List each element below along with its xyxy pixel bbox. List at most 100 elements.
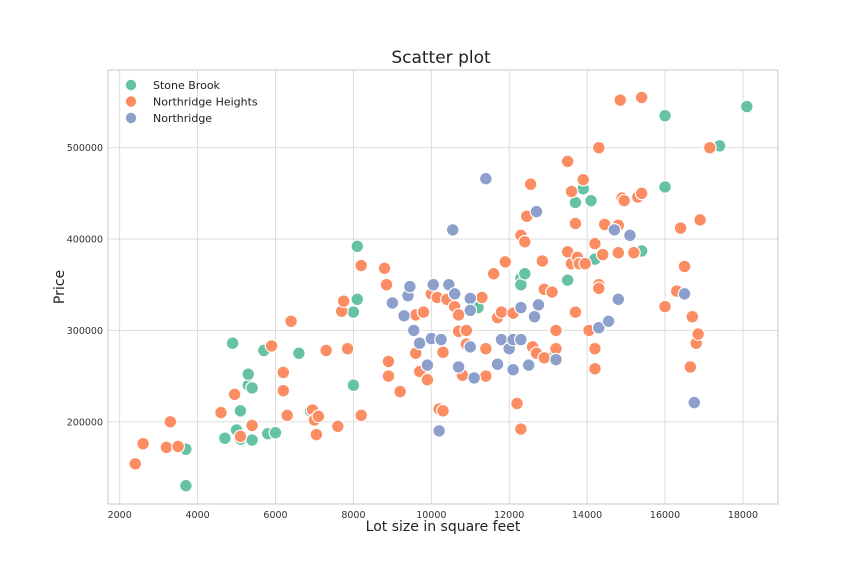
data-point xyxy=(685,309,700,324)
data-point xyxy=(432,424,447,438)
x-tick-label: 18000 xyxy=(728,510,758,521)
y-tick-label: 500000 xyxy=(67,143,103,154)
data-point xyxy=(658,108,672,123)
data-point xyxy=(527,309,542,324)
data-point xyxy=(136,436,150,451)
x-tick-label: 12000 xyxy=(494,510,524,521)
data-point xyxy=(214,405,228,420)
data-point xyxy=(350,292,365,307)
legend-marker xyxy=(125,96,137,107)
data-point xyxy=(535,254,550,268)
data-point xyxy=(739,99,754,114)
legend-item: Northridge Heights xyxy=(125,96,258,109)
legend-label: Stone Brook xyxy=(153,79,221,92)
data-point xyxy=(510,396,524,411)
data-point xyxy=(280,408,295,423)
data-point xyxy=(568,305,583,320)
data-point xyxy=(514,300,528,315)
data-point xyxy=(128,456,143,471)
data-point xyxy=(397,308,411,323)
x-axis-title: Lot size in square feet xyxy=(366,519,521,535)
data-point xyxy=(291,346,306,361)
data-point xyxy=(702,140,717,155)
y-tick-label: 300000 xyxy=(67,326,103,337)
data-point xyxy=(463,291,478,306)
data-point xyxy=(311,409,326,424)
x-tick-labels: 2000 4000 6000 8000 10000 12000 14000 16000 1800… xyxy=(108,510,758,521)
data-point xyxy=(584,193,598,208)
data-point xyxy=(634,90,649,105)
data-point xyxy=(611,245,626,260)
data-point xyxy=(241,367,256,382)
data-point xyxy=(626,245,641,260)
data-point xyxy=(531,297,546,312)
data-point xyxy=(467,371,482,385)
data-point xyxy=(402,279,417,294)
data-point xyxy=(560,273,575,288)
data-point xyxy=(217,431,232,446)
data-point xyxy=(225,336,240,351)
data-point xyxy=(245,418,260,433)
data-point xyxy=(420,358,435,373)
data-point xyxy=(607,222,622,237)
data-point xyxy=(595,247,610,262)
data-point xyxy=(687,395,702,410)
data-point xyxy=(171,439,186,454)
data-point xyxy=(673,221,688,235)
series-northridge xyxy=(385,171,702,438)
data-point xyxy=(478,171,493,186)
data-point xyxy=(276,365,291,380)
data-point xyxy=(514,422,528,436)
data-point xyxy=(227,387,242,402)
data-point xyxy=(517,266,532,281)
x-tick-label: 8000 xyxy=(341,510,365,521)
data-point xyxy=(623,228,637,243)
data-point xyxy=(564,184,579,199)
data-point xyxy=(159,440,174,455)
data-point xyxy=(506,362,521,377)
data-point xyxy=(463,303,478,318)
data-point xyxy=(233,429,248,444)
data-point xyxy=(276,383,291,398)
legend-label: Northridge xyxy=(153,112,212,125)
x-tick-label: 14000 xyxy=(572,510,602,521)
data-point xyxy=(634,186,649,201)
data-point xyxy=(591,320,606,335)
legend-label: Northridge Heights xyxy=(153,96,258,109)
data-point xyxy=(523,177,538,192)
data-point xyxy=(486,266,501,281)
data-point xyxy=(478,369,493,383)
data-point xyxy=(436,345,450,360)
data-point xyxy=(245,433,260,447)
x-tick-label: 4000 xyxy=(185,510,209,521)
data-point xyxy=(521,358,536,373)
data-point xyxy=(560,154,575,169)
data-point xyxy=(683,360,698,374)
data-point xyxy=(658,299,672,314)
data-point xyxy=(588,361,602,376)
data-point xyxy=(588,341,602,356)
plot-frame xyxy=(107,69,779,505)
data-point xyxy=(611,292,626,307)
data-point xyxy=(179,478,193,493)
data-point xyxy=(346,305,361,320)
data-point xyxy=(377,261,392,276)
data-point xyxy=(340,341,355,356)
x-tick-label: 2000 xyxy=(108,510,132,521)
data-point xyxy=(426,277,441,292)
data-point xyxy=(591,281,606,296)
y-tick-label: 400000 xyxy=(67,235,103,246)
data-point xyxy=(447,286,462,301)
data-point xyxy=(588,236,602,251)
data-point xyxy=(381,369,396,383)
data-point xyxy=(494,305,509,320)
data-point xyxy=(601,314,616,329)
y-axis-title: Price xyxy=(52,270,68,304)
data-point xyxy=(463,339,478,354)
data-point xyxy=(416,305,431,320)
data-point xyxy=(264,339,279,353)
x-tick-label: 10000 xyxy=(416,510,446,521)
data-point xyxy=(434,332,448,347)
data-point xyxy=(381,354,396,369)
